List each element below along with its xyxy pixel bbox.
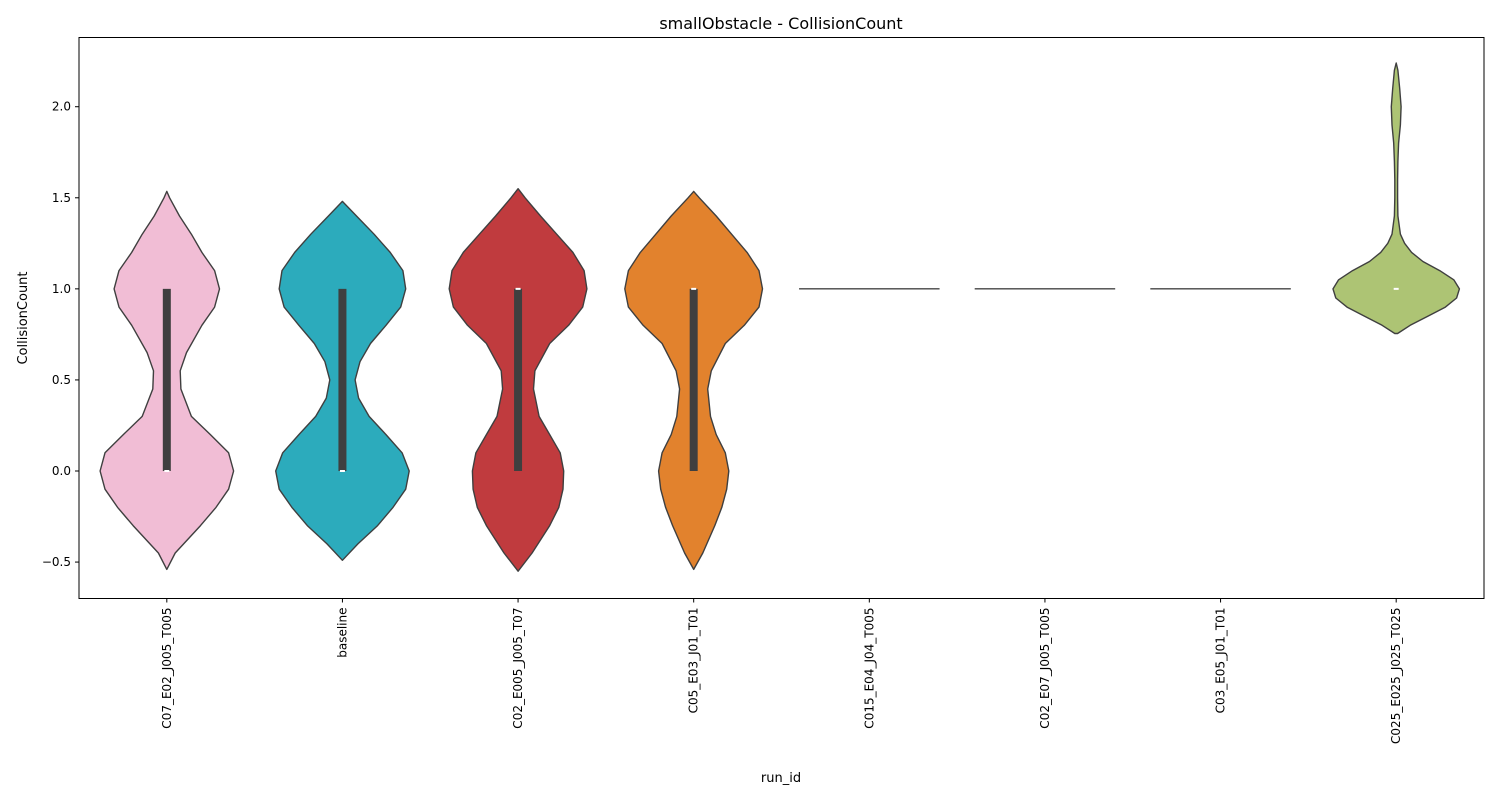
violin-median-0 (164, 470, 170, 472)
x-axis-label: run_id (761, 771, 801, 786)
violin-box-2 (514, 288, 523, 471)
x-axis: C07_E02_J005_T005 baseline C02_E005_J005_T… (160, 598, 1403, 744)
x-tick-label-1: baseline (335, 608, 349, 658)
violin-7 (1332, 62, 1461, 335)
violin-median-1 (339, 470, 345, 472)
y-axis: −0.5 0.0 0.5 1.0 1.5 2.0 (42, 100, 79, 569)
violin-box-0 (162, 288, 171, 471)
x-tick-label-4: C015_E04_J04_T005 (862, 608, 876, 729)
y-tick-label-4: 1.5 (52, 191, 71, 205)
x-tick-label-5: C02_E07_J005_T005 (1038, 608, 1052, 729)
x-tick-label-7: C025_E025_J025_T025 (1389, 608, 1403, 744)
violin-median-3 (691, 287, 697, 290)
plot-area-frame (78, 37, 1485, 599)
y-tick-label-1: 0.0 (52, 464, 71, 478)
y-tick-label-3: 1.0 (52, 282, 71, 296)
violin-median-7 (1393, 287, 1399, 290)
violin-box-3 (689, 288, 698, 471)
violin-box-1 (338, 288, 347, 471)
y-axis-label: CollisionCount (16, 271, 31, 364)
violin-group (99, 62, 1461, 572)
x-tick-label-6: C03_E05_J01_T01 (1214, 608, 1228, 714)
violin-median-2 (515, 287, 521, 290)
y-tick-label-5: 2.0 (52, 100, 71, 114)
x-tick-label-2: C02_E005_J005_T07 (511, 608, 525, 729)
x-tick-label-0: C07_E02_J005_T005 (160, 608, 174, 729)
y-tick-label-0: −0.5 (42, 555, 71, 569)
x-tick-label-3: C05_E03_J01_T01 (687, 608, 701, 714)
y-tick-label-2: 0.5 (52, 373, 71, 387)
chart-title: smallObstacle - CollisionCount (659, 14, 902, 33)
